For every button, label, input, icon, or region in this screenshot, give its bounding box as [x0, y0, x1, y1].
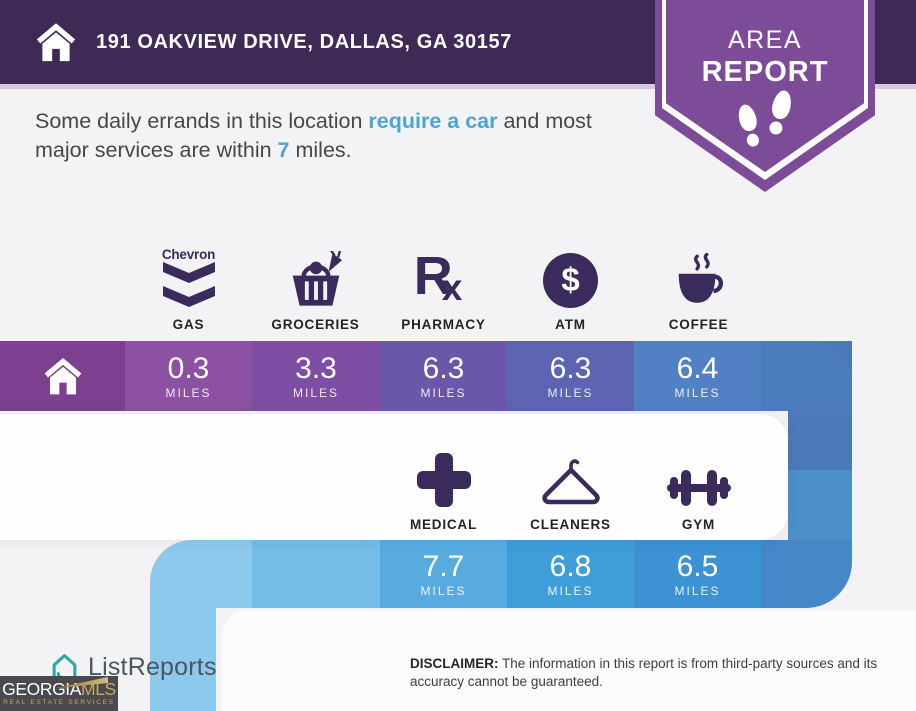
disclaimer-panel [222, 610, 916, 711]
coffee-icon [678, 253, 723, 303]
distance-unit: MILES [674, 385, 721, 400]
property-address: 191 OAKVIEW DRIVE, DALLAS, GA 30157 [96, 30, 512, 53]
row2-lead-segment-1 [150, 540, 252, 608]
right-footprint [766, 88, 794, 137]
distance-unit: MILES [420, 385, 467, 400]
medical-icon [416, 453, 471, 507]
amenity-column-cleaners: CLEANERS [507, 446, 634, 532]
area-report-badge: AREA REPORT [655, 0, 875, 192]
amenity-label: COFFEE [668, 317, 729, 332]
distance-unit: MILES [292, 385, 339, 400]
distance-unit: MILES [674, 583, 721, 598]
distance-value: 6.5 [676, 549, 719, 583]
amenity-column-gas: Chevron GAS [125, 236, 252, 332]
mls-name-part1: GEORGIA [2, 679, 82, 699]
cleaners-icon [541, 459, 600, 505]
home-segment [0, 341, 125, 411]
distance-bar-row1: 0.3 MILES 3.3 MILES 6.3 MILES 6.3 MILES … [0, 341, 852, 411]
distance-unit: MILES [420, 583, 467, 598]
row2-turn-segment [761, 540, 788, 608]
atm-icon: $ [543, 253, 598, 308]
mls-swoosh-icon [56, 677, 108, 688]
highlight-require-a-car: require a car [368, 109, 498, 133]
distance-value: 6.4 [676, 351, 719, 385]
footprints-icon [655, 0, 875, 192]
amenity-label: PHARMACY [401, 317, 486, 332]
home-icon [44, 358, 81, 395]
connector-left [150, 598, 216, 711]
distance-unit: MILES [165, 385, 212, 400]
amenity-column-medical: MEDICAL [380, 446, 507, 532]
home-icon [36, 23, 76, 62]
intro-text: Some daily errands in this location requ… [35, 109, 592, 162]
row1-turn-segment [761, 341, 852, 411]
amenity-column-atm: $ ATM [507, 236, 634, 332]
badge-title-line1: AREA [727, 26, 803, 54]
distance-value: 6.8 [549, 549, 592, 583]
distance-segment-medical: 7.7 MILES [380, 540, 507, 608]
amenity-label: MEDICAL [409, 517, 478, 532]
amenity-label: CLEANERS [530, 517, 611, 532]
distance-segment-groceries: 3.3 MILES [252, 341, 380, 411]
mls-tagline: REAL ESTATE SERVICES [3, 699, 115, 706]
gas-icon: Chevron [162, 247, 216, 308]
icons-panel [0, 414, 788, 540]
disclaimer: DISCLAIMER: The information in this repo… [410, 655, 900, 691]
distance-segment-cleaners: 6.8 MILES [507, 540, 634, 608]
amenity-label: GROCERIES [271, 317, 360, 332]
distance-value: 6.3 [549, 351, 592, 385]
distance-segment-gym: 6.5 MILES [634, 540, 761, 608]
distance-segment-pharmacy: 6.3 MILES [380, 341, 507, 411]
distance-segment-atm: 6.3 MILES [507, 341, 634, 411]
gym-icon [666, 470, 731, 506]
groceries-icon [292, 251, 342, 306]
left-footprint [735, 102, 764, 149]
highlight-miles-number: 7 [277, 138, 290, 162]
amenity-column-gym: GYM [635, 446, 762, 532]
amenity-column-coffee: COFFEE [635, 236, 762, 332]
distance-value: 3.3 [295, 351, 337, 385]
chevron-brand-text: Chevron [161, 247, 216, 262]
badge-title-line2: REPORT [701, 56, 829, 88]
distance-value: 0.3 [167, 351, 210, 385]
amenity-label: GAS [172, 317, 205, 332]
distance-segment-gas: 0.3 MILES [125, 341, 252, 411]
disclaimer-text: The information in this report is from t… [410, 656, 878, 689]
header-divider [0, 84, 916, 89]
row2-lead-segment-2 [252, 540, 380, 608]
amenity-label: GYM [681, 517, 716, 532]
distance-unit: MILES [547, 385, 594, 400]
amenity-label: ATM [555, 317, 586, 332]
georgiamls-logo: GEORGIAMLS REAL ESTATE SERVICES [0, 676, 118, 711]
distance-value: 6.3 [422, 351, 465, 385]
distance-value: 7.7 [422, 549, 465, 583]
disclaimer-label: DISCLAIMER: [410, 656, 499, 671]
amenity-column-groceries: GROCERIES [252, 236, 379, 332]
badge-title: AREA REPORT [655, 26, 875, 89]
distance-bar-row2: 7.7 MILES 6.8 MILES 6.5 MILES [150, 540, 788, 608]
distance-unit: MILES [547, 583, 594, 598]
distance-segment-coffee: 6.4 MILES [634, 341, 761, 411]
